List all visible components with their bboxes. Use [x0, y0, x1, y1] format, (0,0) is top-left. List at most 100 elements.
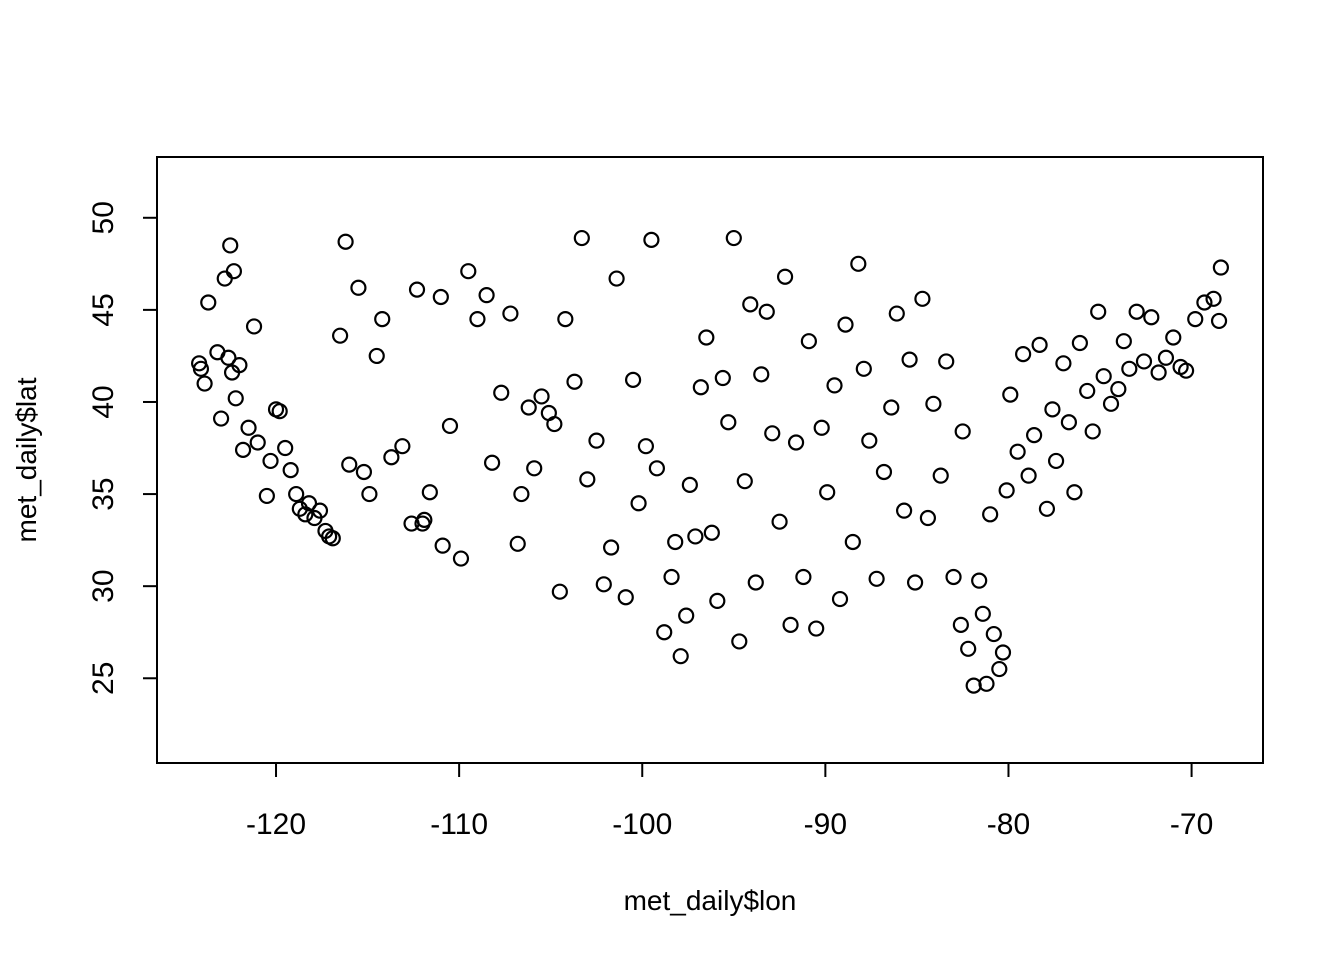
data-point — [800, 333, 817, 350]
data-point — [965, 677, 982, 694]
data-point — [831, 590, 849, 608]
data-point — [888, 305, 905, 322]
data-point — [231, 357, 248, 374]
data-point — [994, 644, 1012, 661]
data-point — [573, 229, 590, 247]
data-point — [502, 305, 519, 322]
x-tick-label: -90 — [804, 808, 847, 841]
data-point — [249, 434, 266, 451]
data-point — [844, 533, 861, 551]
data-point — [714, 369, 731, 387]
data-point — [672, 648, 689, 665]
data-point — [901, 351, 918, 368]
data-point — [630, 495, 647, 512]
x-tick-label: -80 — [987, 808, 1030, 841]
data-point — [227, 390, 244, 407]
data-point — [277, 439, 294, 457]
data-point — [819, 484, 836, 501]
data-point — [617, 589, 634, 606]
data-point — [747, 574, 764, 591]
y-tick-label: 45 — [87, 293, 120, 326]
data-point — [1031, 336, 1048, 353]
data-point — [725, 229, 742, 247]
data-point — [332, 327, 349, 344]
data-point — [637, 438, 655, 455]
data-point — [520, 399, 537, 416]
data-point — [1143, 309, 1160, 326]
data-point — [1079, 382, 1096, 400]
data-point — [624, 371, 642, 388]
data-point — [678, 607, 695, 624]
y-tick-label: 50 — [87, 201, 120, 234]
data-point — [703, 524, 720, 541]
data-point — [906, 574, 924, 591]
data-point — [469, 310, 486, 328]
data-point — [1055, 355, 1072, 372]
data-point — [978, 675, 995, 692]
x-axis-label: met_daily$lon — [624, 885, 797, 916]
data-point — [1115, 333, 1132, 350]
data-point — [1002, 386, 1019, 403]
data-point — [394, 438, 411, 455]
data-point — [421, 484, 438, 501]
data-point — [776, 268, 794, 285]
data-point — [324, 530, 341, 547]
data-point — [855, 360, 872, 377]
data-point — [546, 415, 563, 433]
data-point — [1090, 303, 1107, 320]
data-point — [526, 460, 543, 477]
data-point — [192, 360, 210, 377]
data-point — [337, 233, 354, 250]
data-point — [432, 288, 449, 306]
data-point — [1020, 467, 1037, 484]
data-point — [288, 485, 305, 503]
data-point — [758, 303, 775, 320]
data-point — [945, 568, 962, 586]
data-point — [595, 576, 612, 593]
data-point — [1196, 294, 1213, 311]
data-point — [1150, 364, 1167, 381]
data-point — [914, 290, 931, 307]
data-point — [196, 375, 213, 392]
data-point — [1165, 329, 1182, 346]
y-tick-label: 35 — [87, 477, 120, 510]
data-point — [434, 537, 451, 554]
data-point — [1210, 312, 1228, 330]
data-point — [720, 414, 737, 431]
data-point — [985, 625, 1002, 643]
data-point — [850, 255, 867, 272]
data-point — [736, 473, 753, 490]
data-point — [932, 467, 949, 484]
data-point — [200, 294, 217, 311]
data-point — [868, 570, 885, 587]
data-point — [971, 572, 988, 589]
data-point — [212, 410, 230, 427]
data-point — [687, 528, 704, 545]
data-point — [883, 399, 900, 416]
data-point — [533, 388, 550, 405]
data-point — [374, 310, 391, 328]
data-point — [441, 417, 459, 435]
data-point — [513, 485, 530, 503]
data-point — [1009, 443, 1026, 460]
data-point — [1205, 290, 1222, 307]
data-point — [225, 263, 243, 280]
data-point — [938, 353, 955, 370]
data-point — [1044, 401, 1061, 418]
x-tick-label: -100 — [612, 808, 672, 841]
data-point — [1128, 303, 1145, 320]
data-point — [350, 279, 367, 296]
data-point — [588, 432, 605, 449]
data-point — [731, 633, 748, 650]
data-point — [925, 395, 942, 412]
x-tick-label: -110 — [430, 808, 488, 841]
data-point — [1135, 353, 1153, 370]
y-tick-label: 40 — [87, 385, 120, 418]
data-point — [1066, 484, 1083, 501]
data-point — [1071, 334, 1088, 352]
data-point — [1102, 395, 1120, 412]
data-point — [579, 471, 596, 488]
data-point — [782, 616, 799, 633]
data-point — [1110, 380, 1127, 398]
data-point — [787, 434, 805, 451]
